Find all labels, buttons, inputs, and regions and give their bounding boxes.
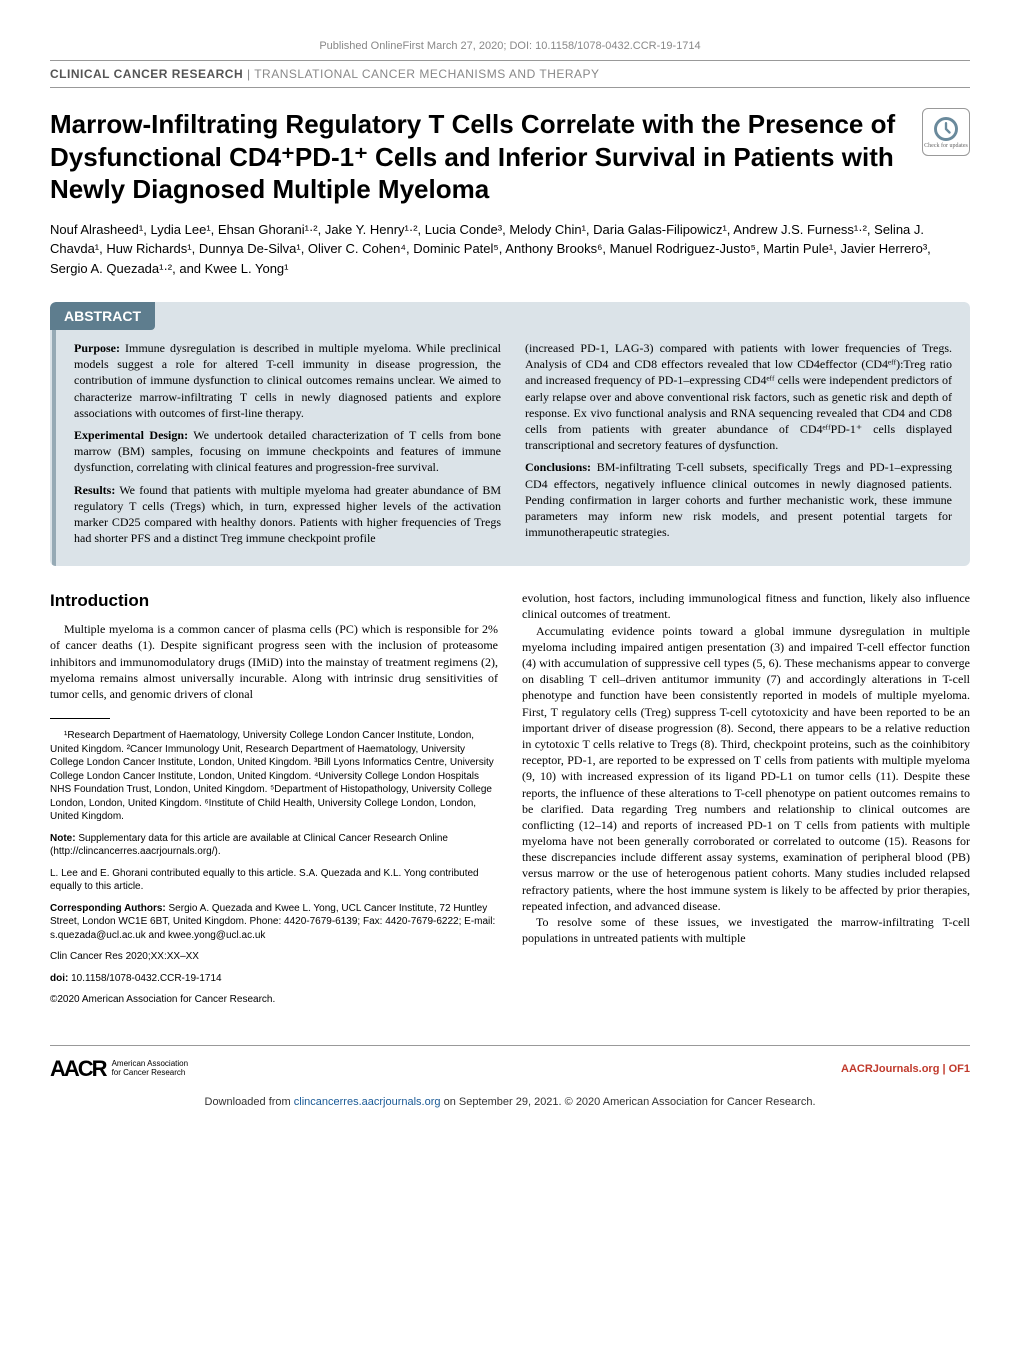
note-label: Note: bbox=[50, 833, 76, 844]
abstract-results-cont: (increased PD-1, LAG-3) compared with pa… bbox=[525, 340, 952, 453]
copyright: ©2020 American Association for Cancer Re… bbox=[50, 993, 498, 1007]
citation: Clin Cancer Res 2020;XX:XX–XX bbox=[50, 950, 498, 964]
abstract-design-label: Experimental Design: bbox=[74, 428, 188, 442]
introduction-heading: Introduction bbox=[50, 590, 498, 613]
download-link[interactable]: clincancerres.aacrjournals.org bbox=[294, 1096, 441, 1108]
footnotes: ¹Research Department of Haematology, Uni… bbox=[50, 729, 498, 1007]
affiliations: ¹Research Department of Haematology, Uni… bbox=[50, 729, 498, 824]
abstract-conclusions-label: Conclusions: bbox=[525, 460, 591, 474]
page-number: AACRJournals.org | OF1 bbox=[841, 1063, 970, 1075]
article-title: Marrow-Infiltrating Regulatory T Cells C… bbox=[50, 108, 902, 206]
download-note: Downloaded from clincancerres.aacrjourna… bbox=[50, 1096, 970, 1108]
abstract-results-label: Results: bbox=[74, 483, 115, 497]
logo-acronym: AACR bbox=[50, 1056, 106, 1082]
section-header: CLINICAL CANCER RESEARCH | TRANSLATIONAL… bbox=[50, 60, 970, 88]
author-list: Nouf Alrasheed¹, Lydia Lee¹, Ehsan Ghora… bbox=[50, 220, 970, 279]
body-paragraph-3: To resolve some of these issues, we inve… bbox=[522, 914, 970, 946]
main-right-column: evolution, host factors, including immun… bbox=[522, 590, 970, 1014]
footer-bar: AACR American Association for Cancer Res… bbox=[50, 1045, 970, 1082]
check-updates-badge[interactable]: Check for updates bbox=[922, 108, 970, 156]
doi-label: doi: bbox=[50, 973, 68, 984]
intro-paragraph-1: Multiple myeloma is a common cancer of p… bbox=[50, 621, 498, 702]
abstract-label: ABSTRACT bbox=[50, 302, 155, 330]
abstract-left-column: Purpose: Immune dysregulation is describ… bbox=[74, 340, 501, 552]
note-text: Supplementary data for this article are … bbox=[50, 833, 448, 858]
publisher-logo: AACR American Association for Cancer Res… bbox=[50, 1056, 188, 1082]
logo-sub-2: for Cancer Research bbox=[112, 1069, 188, 1078]
doi-text: 10.1158/1078-0432.CCR-19-1714 bbox=[68, 973, 221, 984]
abstract-right-column: (increased PD-1, LAG-3) compared with pa… bbox=[525, 340, 952, 552]
abstract-purpose-label: Purpose: bbox=[74, 341, 120, 355]
download-post: on September 29, 2021. © 2020 American A… bbox=[441, 1096, 816, 1108]
publication-info: Published OnlineFirst March 27, 2020; DO… bbox=[50, 40, 970, 52]
corresponding-label: Corresponding Authors: bbox=[50, 903, 166, 914]
journal-name: CLINICAL CANCER RESEARCH bbox=[50, 67, 243, 81]
download-pre: Downloaded from bbox=[205, 1096, 294, 1108]
body-paragraph-2: Accumulating evidence points toward a gl… bbox=[522, 623, 970, 914]
check-updates-icon bbox=[932, 115, 960, 143]
abstract-purpose-text: Immune dysregulation is described in mul… bbox=[74, 341, 501, 420]
check-updates-label: Check for updates bbox=[924, 143, 968, 149]
contribution-note: L. Lee and E. Ghorani contributed equall… bbox=[50, 867, 498, 894]
main-left-column: Introduction Multiple myeloma is a commo… bbox=[50, 590, 498, 1014]
footnote-divider bbox=[50, 718, 110, 719]
body-paragraph-1: evolution, host factors, including immun… bbox=[522, 590, 970, 622]
section-sep: | bbox=[243, 67, 254, 81]
section-category: TRANSLATIONAL CANCER MECHANISMS AND THER… bbox=[254, 67, 599, 81]
abstract-results-text: We found that patients with multiple mye… bbox=[74, 483, 501, 546]
abstract-section: ABSTRACT Purpose: Immune dysregulation i… bbox=[50, 302, 970, 566]
